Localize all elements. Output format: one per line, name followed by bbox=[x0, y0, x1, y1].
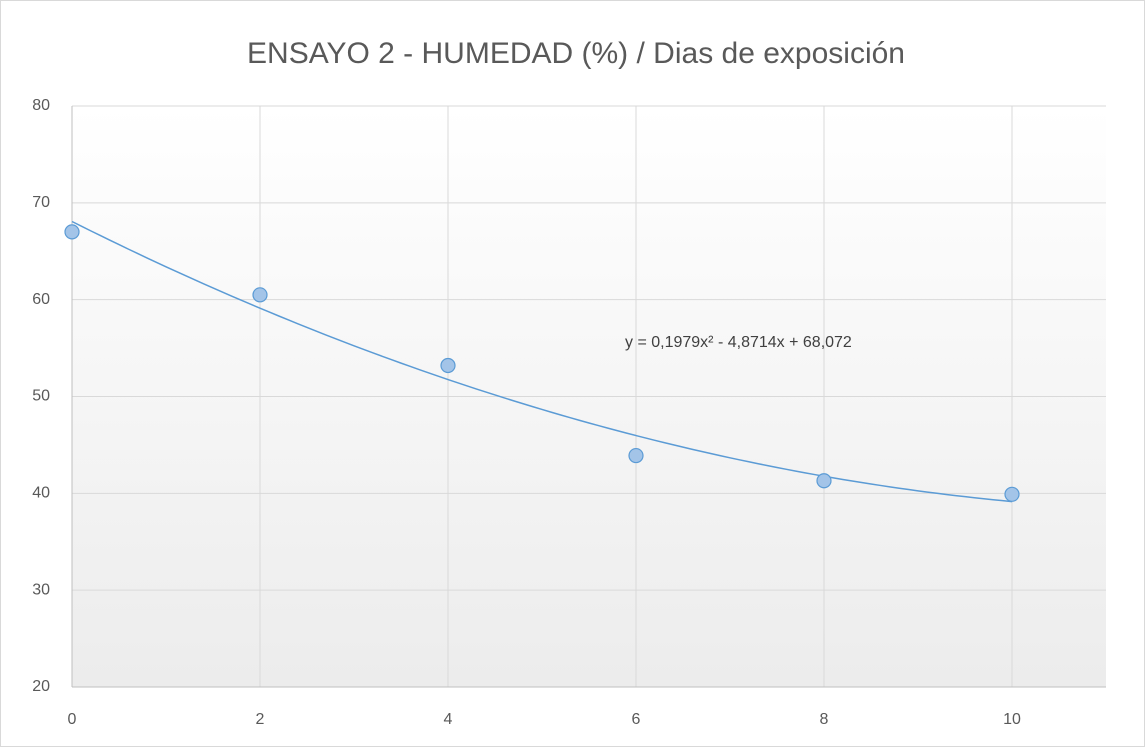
y-tick-label: 60 bbox=[32, 291, 50, 308]
y-tick-label: 50 bbox=[32, 388, 50, 405]
chart-title: ENSAYO 2 - HUMEDAD (%) / Dias de exposic… bbox=[247, 37, 905, 70]
point bbox=[252, 287, 268, 303]
trendline-equation: y = 0,1979x² - 4,8714x + 68,072 bbox=[625, 334, 852, 351]
point bbox=[440, 357, 456, 374]
y-tick-label: 40 bbox=[32, 485, 50, 502]
point bbox=[816, 473, 832, 489]
x-tick-label: 0 bbox=[68, 711, 77, 728]
point bbox=[1004, 486, 1020, 502]
y-tick-label: 70 bbox=[32, 194, 50, 211]
x-tick-label: 4 bbox=[444, 711, 453, 728]
x-tick-label: 8 bbox=[820, 711, 829, 728]
point bbox=[64, 224, 80, 240]
x-tick-label: 10 bbox=[1003, 711, 1021, 728]
point bbox=[628, 447, 644, 464]
y-tick-label: 80 bbox=[32, 97, 50, 114]
x-tick-label: 6 bbox=[632, 711, 641, 728]
y-tick-label: 30 bbox=[32, 581, 50, 598]
trendline bbox=[71, 220, 1013, 503]
y-tick-label: 20 bbox=[32, 678, 50, 695]
x-tick-label: 2 bbox=[256, 711, 265, 728]
